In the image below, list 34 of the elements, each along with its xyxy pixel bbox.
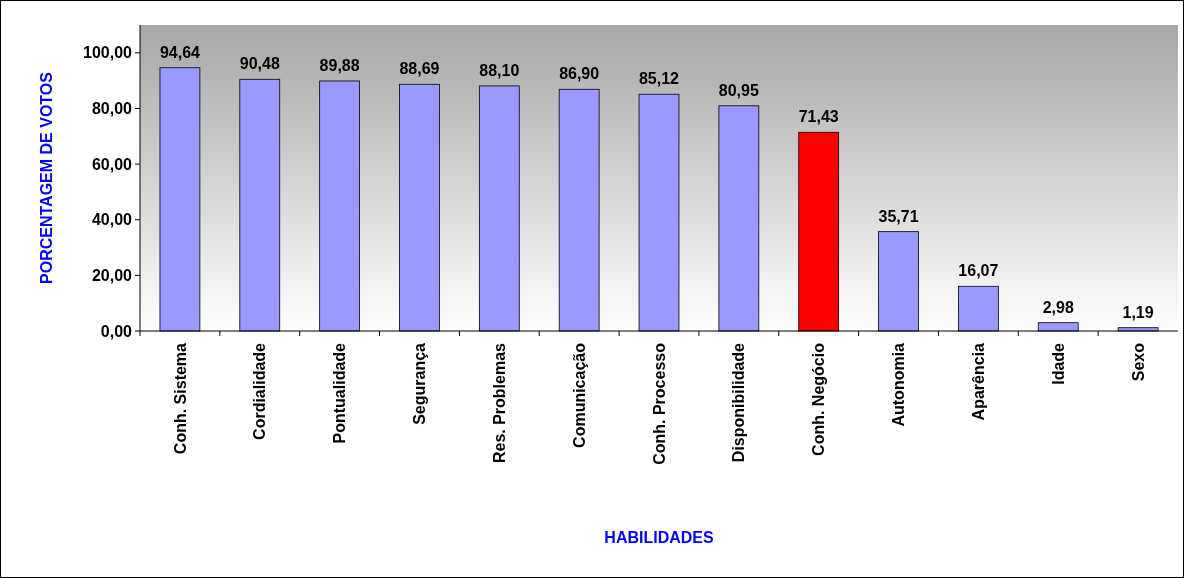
y-axis-title: PORCENTAGEM DE VOTOS bbox=[38, 71, 55, 284]
y-tick-label: 20,00 bbox=[91, 266, 133, 284]
data-label: 86,90 bbox=[559, 65, 600, 83]
data-label: 1,19 bbox=[1122, 303, 1154, 321]
y-tick-label: 0,00 bbox=[100, 322, 133, 340]
data-label: 94,64 bbox=[159, 43, 201, 61]
y-tick-label: 40,00 bbox=[91, 211, 133, 229]
x-tick-label: Res. Problemas bbox=[490, 342, 508, 464]
x-tick-label: Pontualidade bbox=[331, 342, 349, 444]
data-label: 16,07 bbox=[958, 262, 999, 280]
x-tick-label: Autonomia bbox=[890, 342, 908, 427]
data-label: 90,48 bbox=[239, 55, 280, 73]
data-label: 85,12 bbox=[638, 70, 680, 88]
x-tick-label: Conh. Sistema bbox=[171, 342, 189, 455]
x-tick-label: Aparência bbox=[969, 342, 987, 421]
y-tick-label: 100,00 bbox=[83, 44, 133, 62]
data-label: 88,69 bbox=[399, 60, 440, 78]
data-label: 80,95 bbox=[718, 81, 759, 99]
data-label: 2,98 bbox=[1042, 298, 1074, 316]
x-tick-label: Comunicação bbox=[570, 342, 588, 448]
x-tick-label: Sexo bbox=[1129, 342, 1147, 382]
y-tick-label: 80,00 bbox=[91, 100, 133, 118]
x-tick-label: Cordialidade bbox=[251, 342, 269, 440]
x-tick-label: Idade bbox=[1049, 342, 1067, 385]
x-tick-label: Segurança bbox=[411, 342, 429, 425]
data-label: 88,10 bbox=[479, 61, 520, 79]
x-axis-title: HABILIDADES bbox=[604, 529, 714, 546]
data-label: 89,88 bbox=[319, 56, 360, 74]
data-label: 35,71 bbox=[878, 207, 919, 225]
x-tick-label: Conh. Processo bbox=[650, 342, 668, 465]
data-label: 71,43 bbox=[798, 108, 839, 126]
y-tick-label: 60,00 bbox=[91, 155, 133, 173]
x-tick-label: Conh. Negócio bbox=[810, 342, 828, 456]
x-tick-label: Disponibilidade bbox=[730, 342, 748, 463]
